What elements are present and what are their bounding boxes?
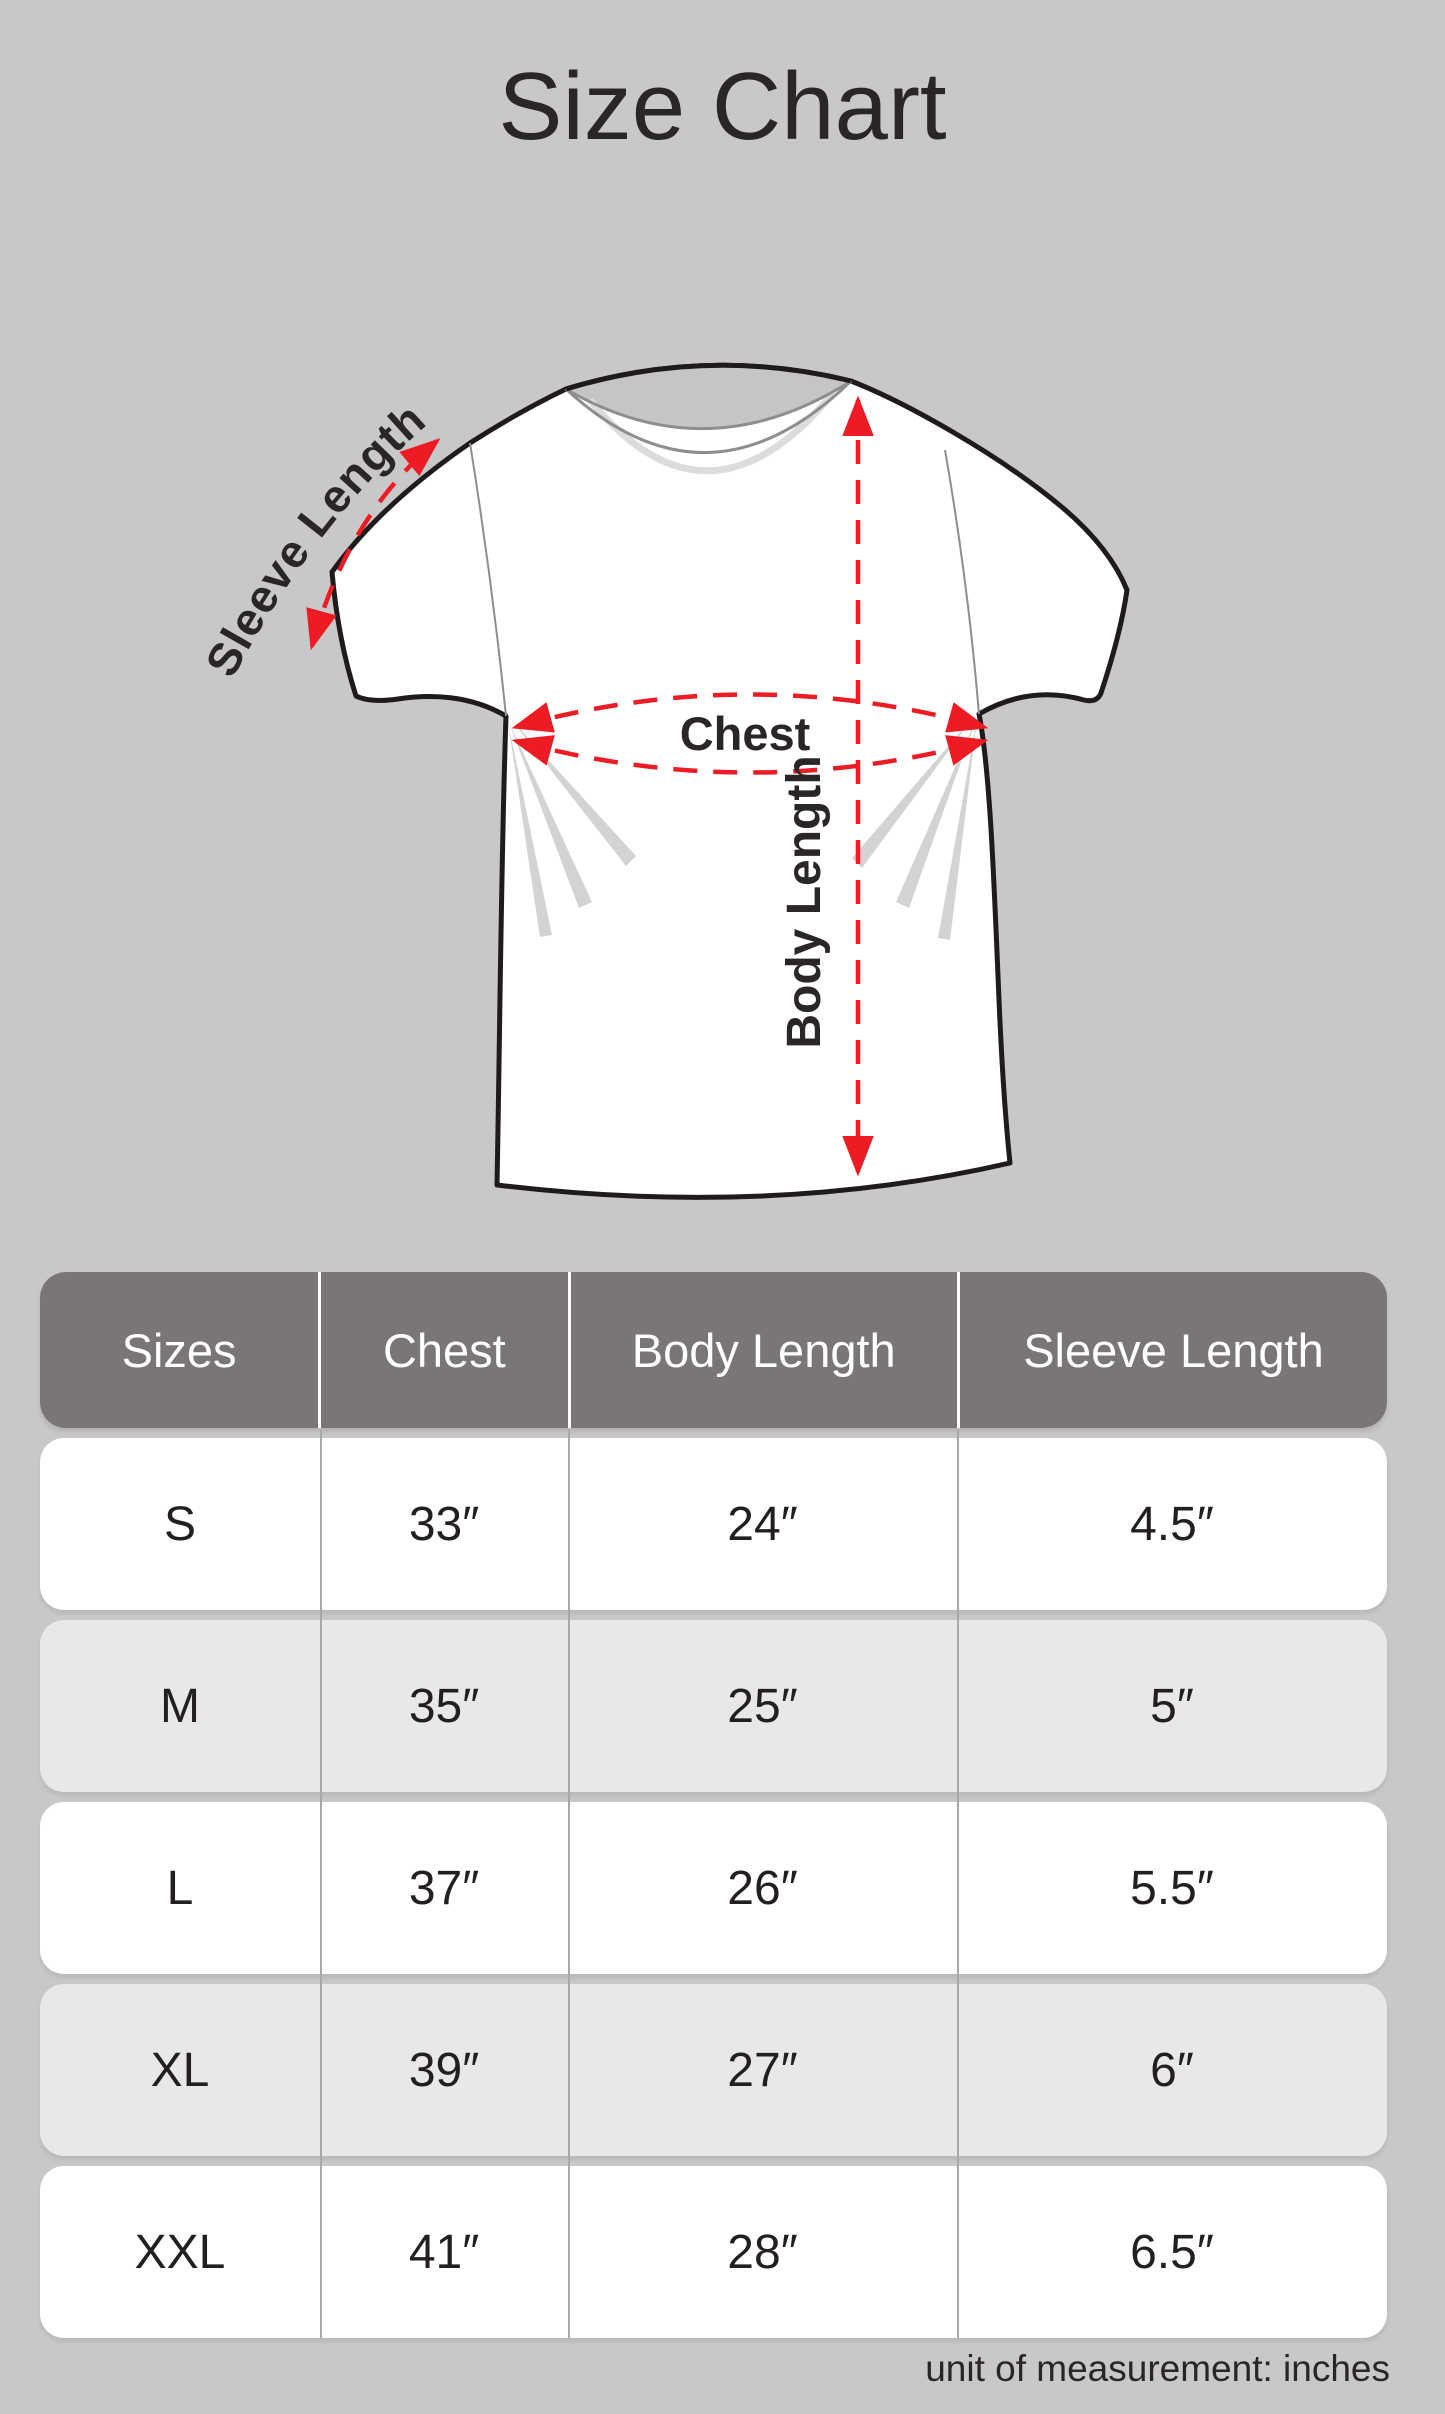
- header-chest: Chest: [321, 1272, 571, 1428]
- column-divider: [568, 1430, 570, 2338]
- sleeve-length-value: 6″: [1150, 2043, 1194, 2097]
- body-length-value: 27″: [727, 2043, 798, 2097]
- sleeve-length-value: 4.5″: [1130, 1497, 1214, 1551]
- size-value: S: [164, 1497, 197, 1551]
- sleeve-length-value: 5.5″: [1130, 1861, 1214, 1915]
- chest-value: 39″: [408, 2043, 480, 2097]
- body-length-value: 25″: [727, 1679, 798, 1733]
- tshirt-measurement-diagram: Sleeve Length Chest Body Length: [195, 362, 1130, 1200]
- chest-line-upper: [511, 692, 989, 733]
- body-length-value: 28″: [727, 2225, 798, 2279]
- chest-value: 33″: [408, 1497, 480, 1551]
- table-row-xl: XL 39″ 27″ 6″: [40, 1984, 1387, 2156]
- unit-note: unit of measurement: inches: [925, 2348, 1390, 2389]
- sleeve-length-value: 6.5″: [1130, 2225, 1214, 2279]
- header-sizes: Sizes: [40, 1272, 322, 1428]
- right-sleeve-seam: [944, 449, 980, 715]
- left-sleeve-seam: [469, 442, 507, 717]
- chest-line-lower: [511, 735, 989, 775]
- size-value: XL: [150, 2043, 210, 2097]
- chest-value: 41″: [408, 2225, 480, 2279]
- size-table: Sizes Chest Body Length Sleeve Length S …: [40, 1272, 1387, 2338]
- header-body-length: Body Length: [571, 1272, 960, 1428]
- chest-value: 35″: [408, 1679, 480, 1733]
- measurement-lines: [306, 395, 989, 1177]
- column-divider: [320, 1430, 322, 2338]
- sleeve-length-line: [306, 438, 441, 651]
- size-table-body: S 33″ 24″ 4.5″ M 35″ 25″ 5″ L 37″ 26″ 5.…: [40, 1430, 1387, 2338]
- table-row-l: L 37″ 26″ 5.5″: [40, 1802, 1387, 1974]
- body-length-value: 26″: [727, 1861, 798, 1915]
- table-row-m: M 35″ 25″ 5″: [40, 1620, 1387, 1792]
- size-value: M: [160, 1679, 200, 1733]
- table-row-xxl: XXL 41″ 28″ 6.5″: [40, 2166, 1387, 2338]
- size-value: XXL: [134, 2225, 226, 2279]
- tshirt-outline: [329, 362, 1130, 1200]
- sleeve-length-value: 5″: [1150, 1679, 1194, 1733]
- size-value: L: [166, 1861, 194, 1915]
- body-length-value: 24″: [727, 1497, 798, 1551]
- column-divider: [957, 1430, 959, 2338]
- chest-value: 37″: [408, 1861, 480, 1915]
- page-title: Size Chart: [498, 53, 947, 160]
- chest-label: Chest: [680, 707, 811, 760]
- tshirt-illustration: Sleeve Length Chest Body Length: [195, 362, 1130, 1200]
- table-row-s: S 33″ 24″ 4.5″: [40, 1438, 1387, 1610]
- body-length-label: Body Length: [778, 755, 831, 1048]
- header-sleeve-length: Sleeve Length: [1023, 1323, 1324, 1377]
- size-table-header: Sizes Chest Body Length Sleeve Length: [40, 1272, 1387, 1428]
- collar: [564, 362, 853, 475]
